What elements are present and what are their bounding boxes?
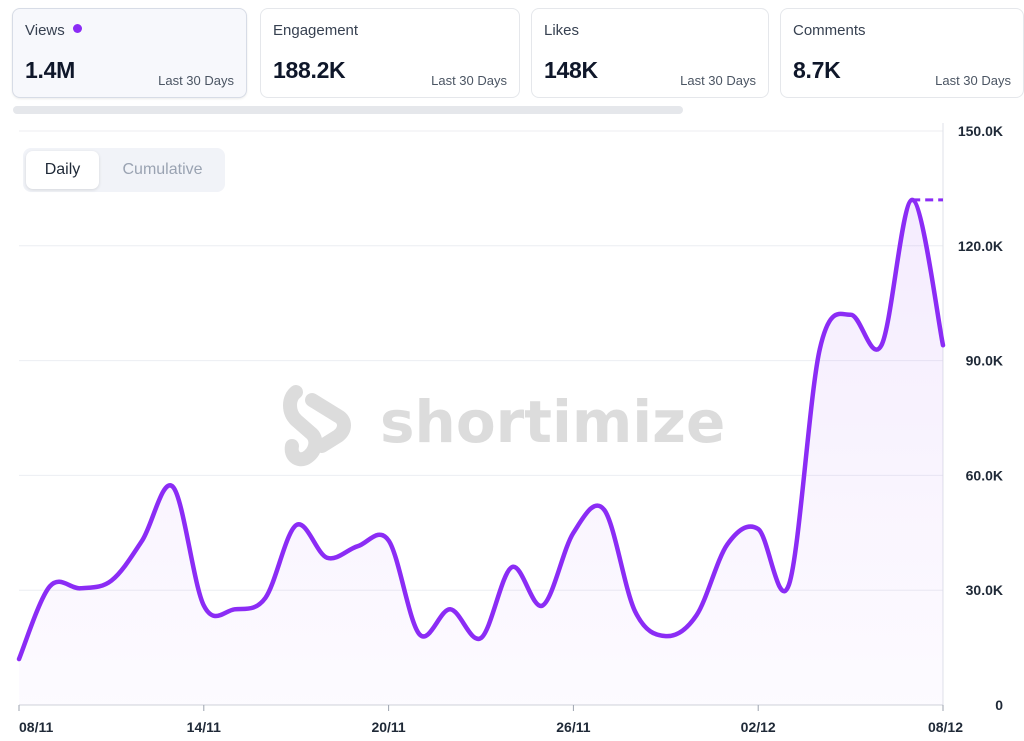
y-tick-label: 120.0K: [958, 238, 1003, 254]
stat-card-value: 148K: [544, 57, 598, 83]
stat-card-value: 8.7K: [793, 57, 841, 83]
view-mode-toggle: Daily Cumulative: [23, 148, 225, 192]
stat-card-views[interactable]: Views 1.4M Last 30 Days: [12, 8, 247, 98]
toggle-daily[interactable]: Daily: [26, 151, 99, 189]
stat-card-label: Views: [25, 22, 82, 39]
stat-card-period: Last 30 Days: [680, 73, 756, 88]
y-tick-label: 90.0K: [966, 353, 1003, 369]
stat-card-engagement[interactable]: Engagement 188.2K Last 30 Days: [260, 8, 520, 98]
watermark-text: shortimize: [380, 388, 725, 456]
active-indicator-dot: [72, 24, 82, 33]
stat-card-period: Last 30 Days: [431, 73, 507, 88]
cards-scrollbar[interactable]: [13, 106, 683, 114]
chart-area-fill: [19, 199, 943, 705]
stat-card-value: 1.4M: [25, 57, 75, 83]
y-tick-label: 60.0K: [966, 467, 1003, 483]
stat-card-label: Comments: [793, 22, 866, 39]
stat-card-likes[interactable]: Likes 148K Last 30 Days: [531, 8, 769, 98]
y-tick-label: 150.0K: [958, 123, 1003, 139]
x-tick-label: 20/11: [371, 719, 405, 735]
watermark-logo-icon: [283, 385, 351, 467]
stat-card-period: Last 30 Days: [935, 73, 1011, 88]
x-tick-label: 14/11: [187, 719, 221, 735]
views-series-line: [16, 197, 946, 662]
x-tick-label: 08/11: [19, 719, 53, 735]
x-tick-label: 02/12: [741, 719, 776, 735]
toggle-cumulative[interactable]: Cumulative: [122, 161, 203, 178]
stat-card-label: Likes: [544, 22, 580, 39]
y-tick-label: 0: [995, 697, 1003, 713]
stat-card-value: 188.2K: [273, 57, 346, 83]
stat-card-comments[interactable]: Comments 8.7K Last 30 Days: [780, 8, 1024, 98]
y-tick-label: 30.0K: [966, 582, 1003, 598]
stat-card-period: Last 30 Days: [158, 73, 234, 88]
watermark: shortimize: [283, 385, 725, 467]
x-tick-label: 08/12: [928, 719, 963, 735]
stat-card-label: Engagement: [273, 22, 359, 39]
x-tick-label: 26/11: [556, 719, 590, 735]
